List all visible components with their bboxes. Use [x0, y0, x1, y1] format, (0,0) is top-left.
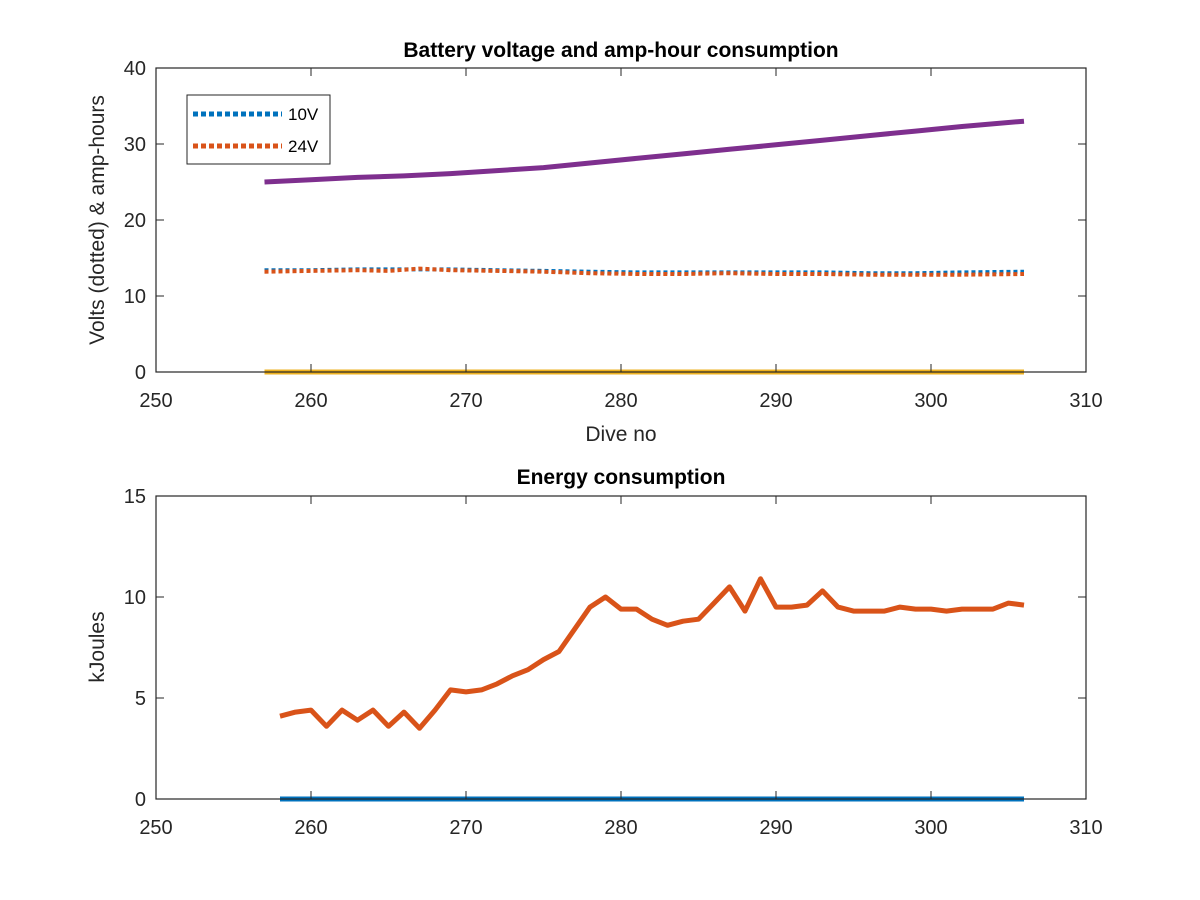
energy-chart-title: Energy consumption — [517, 466, 726, 489]
x-tick-label: 280 — [604, 390, 637, 412]
energy-chart: 250 260 270 280 290 300 310 0 5 10 15 Energy consu… — [86, 466, 1103, 839]
energy-y-axis-label: kJoules — [86, 611, 109, 682]
voltage-chart-title: Battery voltage and amp-hour consumption — [403, 39, 838, 62]
y-tick-label: 20 — [124, 210, 146, 232]
x-tick-label: 250 — [139, 390, 172, 412]
voltage-series-line-24v — [264, 266, 1025, 277]
x-tick-label: 310 — [1069, 390, 1102, 412]
energy-plot-area — [156, 496, 1086, 799]
x-tick-label: 290 — [759, 390, 792, 412]
x-tick-label: 300 — [914, 390, 947, 412]
y-tick-label: 30 — [124, 134, 146, 156]
y-tick-label: 5 — [135, 688, 146, 710]
x-tick-label: 260 — [294, 390, 327, 412]
y-tick-label: 10 — [124, 286, 146, 308]
legend-label-10v: 10V — [288, 105, 319, 124]
y-tick-label: 10 — [124, 587, 146, 609]
x-tick-label: 310 — [1069, 817, 1102, 839]
voltage-legend: 10V 24V — [186, 94, 331, 165]
legend-box — [186, 94, 331, 165]
y-tick-label: 0 — [135, 362, 146, 384]
energy-series-line-0 — [279, 576, 1025, 731]
x-tick-label: 260 — [294, 817, 327, 839]
y-tick-label: 40 — [124, 58, 146, 80]
y-tick-label: 0 — [135, 789, 146, 811]
x-tick-label: 300 — [914, 817, 947, 839]
x-tick-label: 270 — [449, 817, 482, 839]
voltage-series-line-2 — [264, 118, 1025, 185]
x-tick-label: 280 — [604, 817, 637, 839]
y-tick-label: 15 — [124, 486, 146, 508]
voltage-chart: 250 260 270 280 290 300 310 0 10 20 30 40 Battery v… — [86, 39, 1103, 446]
voltage-x-axis-label: Dive no — [585, 423, 656, 446]
legend-label-24v: 24V — [288, 137, 319, 156]
x-tick-label: 290 — [759, 817, 792, 839]
x-tick-label: 270 — [449, 390, 482, 412]
voltage-y-axis-label: Volts (dotted) & amp-hours — [86, 95, 109, 345]
x-tick-label: 250 — [139, 817, 172, 839]
